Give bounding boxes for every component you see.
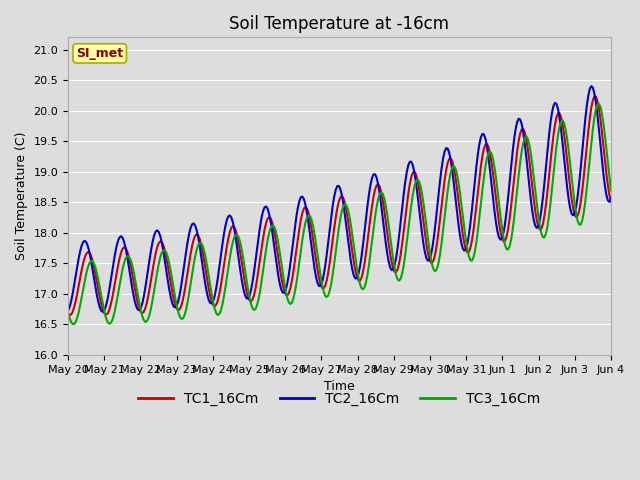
TC2_16Cm bbox=[132, 303, 140, 309]
TC1_16Cm bbox=[64, 311, 72, 316]
TC2_16Cm bbox=[579, 149, 586, 155]
TC3_16Cm bbox=[255, 296, 262, 302]
TC3_16Cm bbox=[303, 215, 311, 220]
Text: SI_met: SI_met bbox=[76, 47, 124, 60]
X-axis label: Time: Time bbox=[324, 380, 355, 393]
TC3_16Cm bbox=[227, 246, 235, 252]
Line: TC1_16Cm: TC1_16Cm bbox=[68, 96, 611, 315]
TC1_16Cm bbox=[255, 266, 262, 272]
Line: TC2_16Cm: TC2_16Cm bbox=[68, 86, 611, 312]
TC3_16Cm bbox=[246, 295, 253, 300]
Legend: TC1_16Cm, TC2_16Cm, TC3_16Cm: TC1_16Cm, TC2_16Cm, TC3_16Cm bbox=[133, 386, 546, 411]
Title: Soil Temperature at -16cm: Soil Temperature at -16cm bbox=[230, 15, 449, 33]
TC3_16Cm bbox=[132, 282, 140, 288]
TC2_16Cm bbox=[303, 210, 311, 216]
TC1_16Cm bbox=[591, 94, 598, 99]
TC2_16Cm bbox=[64, 308, 72, 314]
TC1_16Cm bbox=[132, 292, 140, 298]
TC1_16Cm bbox=[66, 312, 74, 318]
TC1_16Cm bbox=[607, 198, 615, 204]
TC3_16Cm bbox=[70, 321, 78, 327]
Line: TC3_16Cm: TC3_16Cm bbox=[68, 104, 611, 324]
TC2_16Cm bbox=[227, 215, 235, 220]
TC3_16Cm bbox=[64, 309, 72, 315]
TC2_16Cm bbox=[246, 293, 253, 299]
TC1_16Cm bbox=[227, 225, 235, 230]
TC1_16Cm bbox=[303, 206, 311, 212]
TC3_16Cm bbox=[595, 101, 603, 107]
TC2_16Cm bbox=[588, 83, 595, 89]
TC3_16Cm bbox=[579, 217, 586, 223]
TC2_16Cm bbox=[255, 234, 262, 240]
Y-axis label: Soil Temperature (C): Soil Temperature (C) bbox=[15, 132, 28, 260]
TC1_16Cm bbox=[579, 188, 586, 193]
TC1_16Cm bbox=[246, 298, 253, 303]
TC2_16Cm bbox=[99, 309, 107, 315]
TC3_16Cm bbox=[607, 187, 615, 193]
TC2_16Cm bbox=[607, 196, 615, 202]
